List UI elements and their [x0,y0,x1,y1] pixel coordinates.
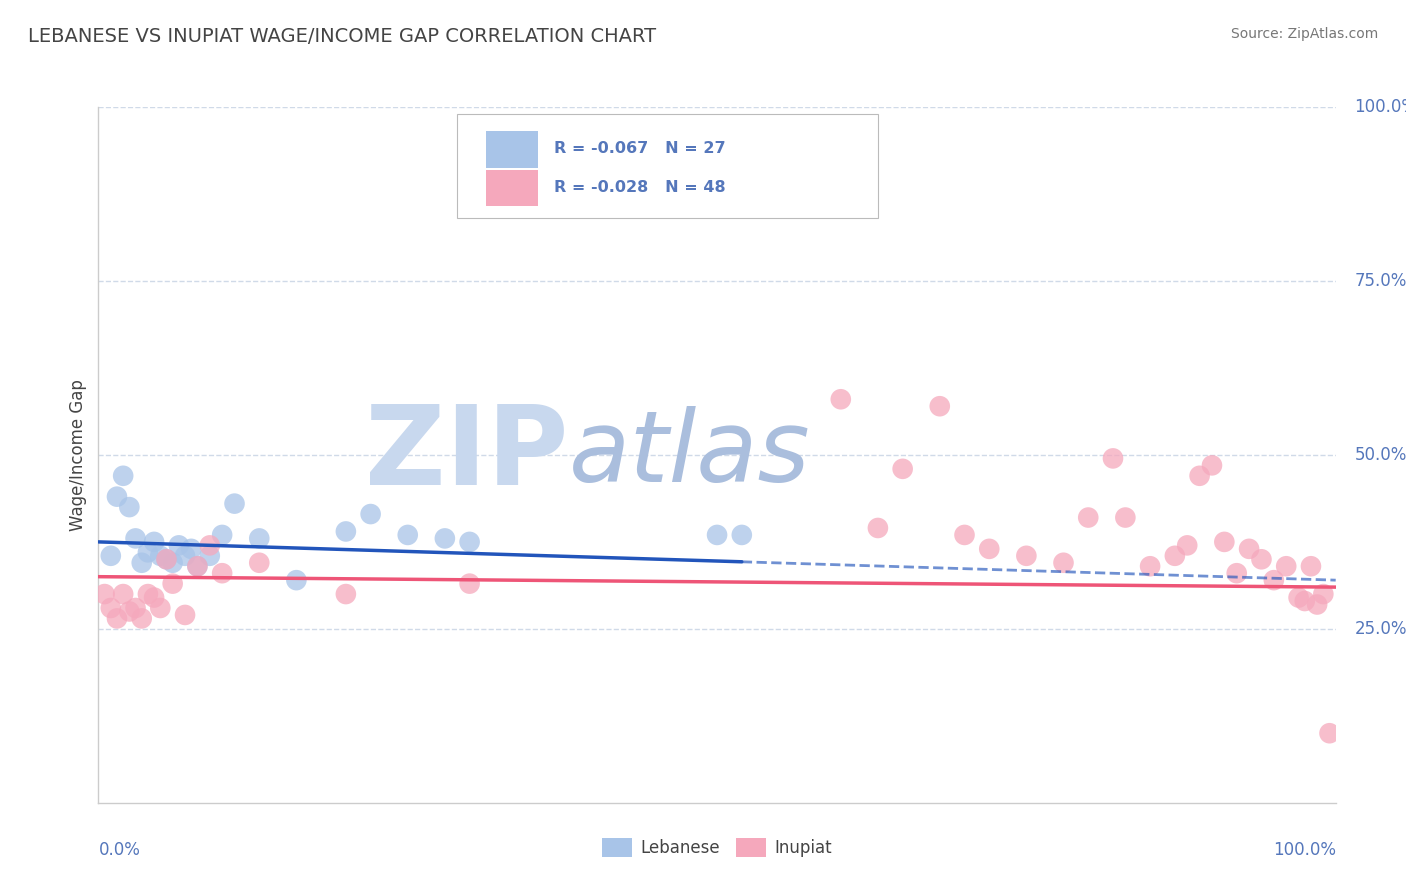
Point [1226,566,1249,581]
Point [1077,510,1099,524]
Point [1015,549,1038,563]
Point [1213,535,1236,549]
Point [1164,549,1187,563]
Point [1312,587,1334,601]
Point [155,552,177,566]
Point [186,559,208,574]
Text: 75.0%: 75.0% [1354,272,1406,290]
Point [100,601,122,615]
Text: atlas: atlas [568,407,810,503]
Point [396,528,419,542]
Point [131,611,153,625]
Point [1306,598,1329,612]
Point [458,535,481,549]
Point [285,573,308,587]
FancyBboxPatch shape [457,114,877,219]
Point [247,556,270,570]
Point [186,559,208,574]
Point [124,532,146,546]
Point [458,576,481,591]
Point [105,611,128,625]
Point [1237,541,1260,556]
Point [136,587,159,601]
Point [167,538,190,552]
FancyBboxPatch shape [485,169,537,206]
Point [118,500,141,514]
Point [174,549,197,563]
Point [143,535,166,549]
Text: R = -0.028   N = 48: R = -0.028 N = 48 [554,180,725,195]
Point [953,528,976,542]
Legend: Lebanese, Inupiat: Lebanese, Inupiat [595,831,839,864]
Point [335,524,357,539]
Point [928,399,950,413]
Point [1175,538,1198,552]
Point [211,528,233,542]
Point [211,566,233,581]
Point [706,528,728,542]
Point [706,184,728,198]
FancyBboxPatch shape [485,131,537,168]
Point [136,545,159,559]
Point [1299,559,1322,574]
Point [1319,726,1341,740]
Point [1201,458,1223,473]
Point [118,605,141,619]
Text: 0.0%: 0.0% [98,841,141,859]
Point [112,587,135,601]
Text: 50.0%: 50.0% [1354,446,1406,464]
Point [1275,559,1298,574]
Point [162,556,184,570]
Point [149,549,172,563]
Point [149,601,172,615]
Text: ZIP: ZIP [366,401,568,508]
Point [112,468,135,483]
Text: LEBANESE VS INUPIAT WAGE/INCOME GAP CORRELATION CHART: LEBANESE VS INUPIAT WAGE/INCOME GAP CORR… [28,27,657,45]
Text: R = -0.067   N = 27: R = -0.067 N = 27 [554,141,725,156]
Point [224,497,246,511]
Point [131,556,153,570]
Point [105,490,128,504]
Point [1250,552,1272,566]
Point [360,507,382,521]
Point [1102,451,1125,466]
Point [143,591,166,605]
Point [198,549,221,563]
Point [1188,468,1211,483]
Point [866,521,889,535]
Point [891,462,914,476]
Point [1052,556,1074,570]
Text: 100.0%: 100.0% [1272,841,1336,859]
Point [1294,594,1316,608]
Point [731,528,754,542]
Point [1263,573,1285,587]
Y-axis label: Wage/Income Gap: Wage/Income Gap [69,379,87,531]
Point [180,541,202,556]
Point [174,607,197,622]
Point [162,576,184,591]
Point [100,549,122,563]
Point [1114,510,1136,524]
Point [433,532,456,546]
Text: 100.0%: 100.0% [1354,98,1406,116]
Point [1139,559,1161,574]
Text: Source: ZipAtlas.com: Source: ZipAtlas.com [1230,27,1378,41]
Point [830,392,852,407]
Point [124,601,146,615]
Point [155,552,177,566]
Point [247,532,270,546]
Point [93,587,115,601]
Point [1288,591,1310,605]
Point [335,587,357,601]
Point [979,541,1001,556]
Point [198,538,221,552]
Text: 25.0%: 25.0% [1354,620,1406,638]
